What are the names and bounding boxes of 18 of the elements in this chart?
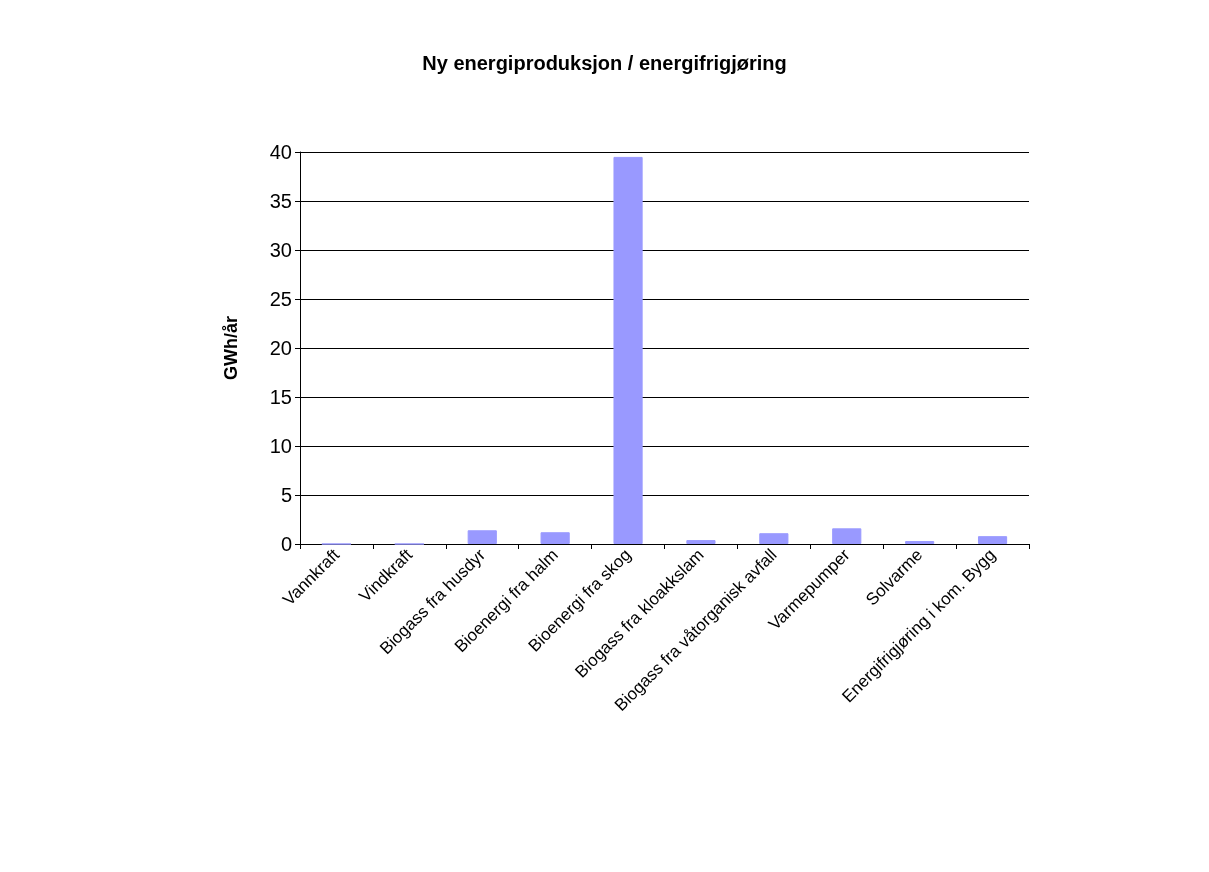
y-axis-title: GWh/år — [221, 315, 241, 381]
y-tick-label: 25 — [269, 288, 292, 310]
bar — [613, 156, 643, 544]
y-tick-label: 0 — [280, 533, 292, 555]
bar — [540, 532, 570, 544]
bar — [977, 536, 1008, 544]
y-tick-label: 35 — [269, 190, 292, 212]
y-tick-label: 10 — [269, 435, 292, 457]
bar — [686, 540, 716, 544]
y-tick-label: 20 — [269, 337, 292, 359]
y-tick-label: 15 — [269, 386, 292, 408]
bar — [467, 530, 497, 544]
chart-title: Ny energiproduksjon / energifrigjøring — [422, 52, 787, 74]
y-tick-label: 5 — [280, 484, 292, 506]
bar — [832, 528, 862, 544]
bar — [759, 533, 789, 544]
y-tick-label: 30 — [269, 239, 292, 261]
y-tick-label: 40 — [269, 141, 292, 163]
